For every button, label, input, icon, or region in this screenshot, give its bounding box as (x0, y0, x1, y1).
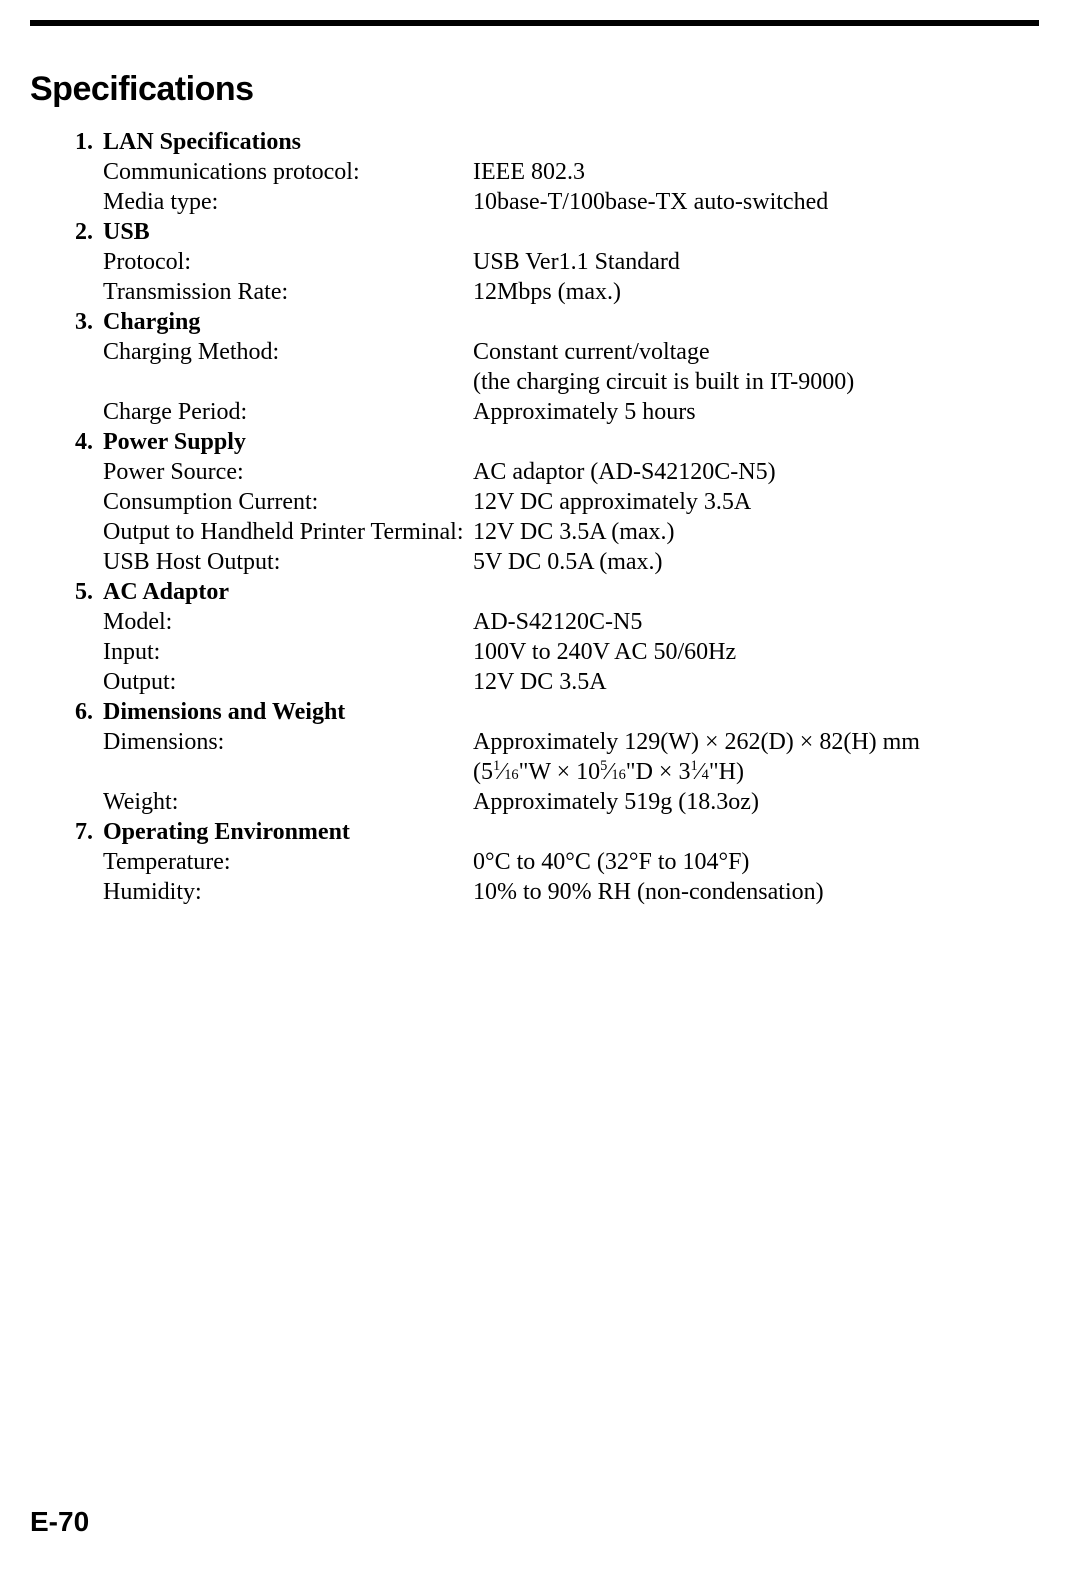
spec-row: Protocol:USB Ver1.1 Standard (103, 247, 1039, 277)
spec-value: 5V DC 0.5A (max.) (473, 547, 1039, 577)
spec-label: Input: (103, 637, 473, 667)
spec-row: USB Host Output:5V DC 0.5A (max.) (103, 547, 1039, 577)
spec-row: Media type:10base-T/100base-TX auto-swit… (103, 187, 1039, 217)
specifications-list: 1.LAN SpecificationsCommunications proto… (75, 127, 1039, 907)
spec-label: Protocol: (103, 247, 473, 277)
spec-value: IEEE 802.3 (473, 157, 1039, 187)
header-bar (30, 20, 1039, 26)
spec-row: Input:100V to 240V AC 50/60Hz (103, 637, 1039, 667)
spec-label: Charging Method: (103, 337, 473, 367)
page: Specifications 1.LAN SpecificationsCommu… (0, 0, 1069, 1578)
section-heading: 2.USB (75, 217, 1039, 247)
spec-value: AC adaptor (AD-S42120C-N5) (473, 457, 1039, 487)
spec-label: Charge Period: (103, 397, 473, 427)
spec-label: Dimensions: (103, 727, 473, 757)
spec-value: 12V DC 3.5A (max.) (473, 517, 1039, 547)
spec-value: Approximately 129(W) × 262(D) × 82(H) mm (473, 727, 1039, 757)
spec-label: Output to Handheld Printer Terminal: (103, 517, 473, 547)
spec-value: 10% to 90% RH (non-condensation) (473, 877, 1039, 907)
section-heading: 4.Power Supply (75, 427, 1039, 457)
spec-label: USB Host Output: (103, 547, 473, 577)
spec-value: 12V DC approximately 3.5A (473, 487, 1039, 517)
section-heading: 6.Dimensions and Weight (75, 697, 1039, 727)
section-number: 7. (75, 817, 103, 847)
section-number: 6. (75, 697, 103, 727)
section-number: 4. (75, 427, 103, 457)
section-title: Power Supply (103, 429, 246, 455)
spec-value: Approximately 519g (18.3oz) (473, 787, 1039, 817)
spec-row: (the charging circuit is built in IT-900… (103, 367, 1039, 397)
spec-row: Dimensions:Approximately 129(W) × 262(D)… (103, 727, 1039, 757)
spec-label: Power Source: (103, 457, 473, 487)
spec-label: Humidity: (103, 877, 473, 907)
spec-value: 0°C to 40°C (32°F to 104°F) (473, 847, 1039, 877)
spec-row: Charging Method:Constant current/voltage (103, 337, 1039, 367)
section-title: USB (103, 219, 150, 245)
spec-value: 10base-T/100base-TX auto-switched (473, 187, 1039, 217)
spec-value: 12Mbps (max.) (473, 277, 1039, 307)
content: Specifications 1.LAN SpecificationsCommu… (30, 0, 1039, 907)
spec-label: Transmission Rate: (103, 277, 473, 307)
spec-row: Model:AD-S42120C-N5 (103, 607, 1039, 637)
spec-row: Output to Handheld Printer Terminal:12V … (103, 517, 1039, 547)
spec-value: 100V to 240V AC 50/60Hz (473, 637, 1039, 667)
spec-value: AD-S42120C-N5 (473, 607, 1039, 637)
section-title: Dimensions and Weight (103, 699, 345, 725)
section-heading: 1.LAN Specifications (75, 127, 1039, 157)
spec-row: Power Source:AC adaptor (AD-S42120C-N5) (103, 457, 1039, 487)
spec-label (103, 757, 473, 787)
spec-label: Communications protocol: (103, 157, 473, 187)
spec-row: Charge Period:Approximately 5 hours (103, 397, 1039, 427)
section-title: Operating Environment (103, 819, 350, 845)
page-title: Specifications (30, 70, 1039, 109)
spec-row: Temperature:0°C to 40°C (32°F to 104°F) (103, 847, 1039, 877)
spec-value: (51⁄16"W × 105⁄16"D × 31⁄4"H) (473, 757, 1039, 787)
spec-label: Consumption Current: (103, 487, 473, 517)
section-heading: 5.AC Adaptor (75, 577, 1039, 607)
spec-row: Communications protocol:IEEE 802.3 (103, 157, 1039, 187)
section-number: 2. (75, 217, 103, 247)
section-title: Charging (103, 309, 200, 335)
spec-label: Temperature: (103, 847, 473, 877)
section-number: 3. (75, 307, 103, 337)
spec-row: Output:12V DC 3.5A (103, 667, 1039, 697)
spec-label (103, 367, 473, 397)
spec-value: (the charging circuit is built in IT-900… (473, 367, 1039, 397)
spec-label: Media type: (103, 187, 473, 217)
spec-label: Model: (103, 607, 473, 637)
spec-label: Output: (103, 667, 473, 697)
spec-value: 12V DC 3.5A (473, 667, 1039, 697)
section-number: 5. (75, 577, 103, 607)
spec-label: Weight: (103, 787, 473, 817)
section-heading: 7.Operating Environment (75, 817, 1039, 847)
spec-value: USB Ver1.1 Standard (473, 247, 1039, 277)
spec-row: Consumption Current:12V DC approximately… (103, 487, 1039, 517)
section-number: 1. (75, 127, 103, 157)
spec-row: Weight:Approximately 519g (18.3oz) (103, 787, 1039, 817)
section-heading: 3.Charging (75, 307, 1039, 337)
section-title: LAN Specifications (103, 129, 301, 155)
page-number: E-70 (30, 1506, 89, 1538)
spec-row: Transmission Rate:12Mbps (max.) (103, 277, 1039, 307)
spec-row: Humidity:10% to 90% RH (non-condensation… (103, 877, 1039, 907)
spec-value: Constant current/voltage (473, 337, 1039, 367)
spec-row: (51⁄16"W × 105⁄16"D × 31⁄4"H) (103, 757, 1039, 787)
spec-value: Approximately 5 hours (473, 397, 1039, 427)
section-title: AC Adaptor (103, 579, 229, 605)
